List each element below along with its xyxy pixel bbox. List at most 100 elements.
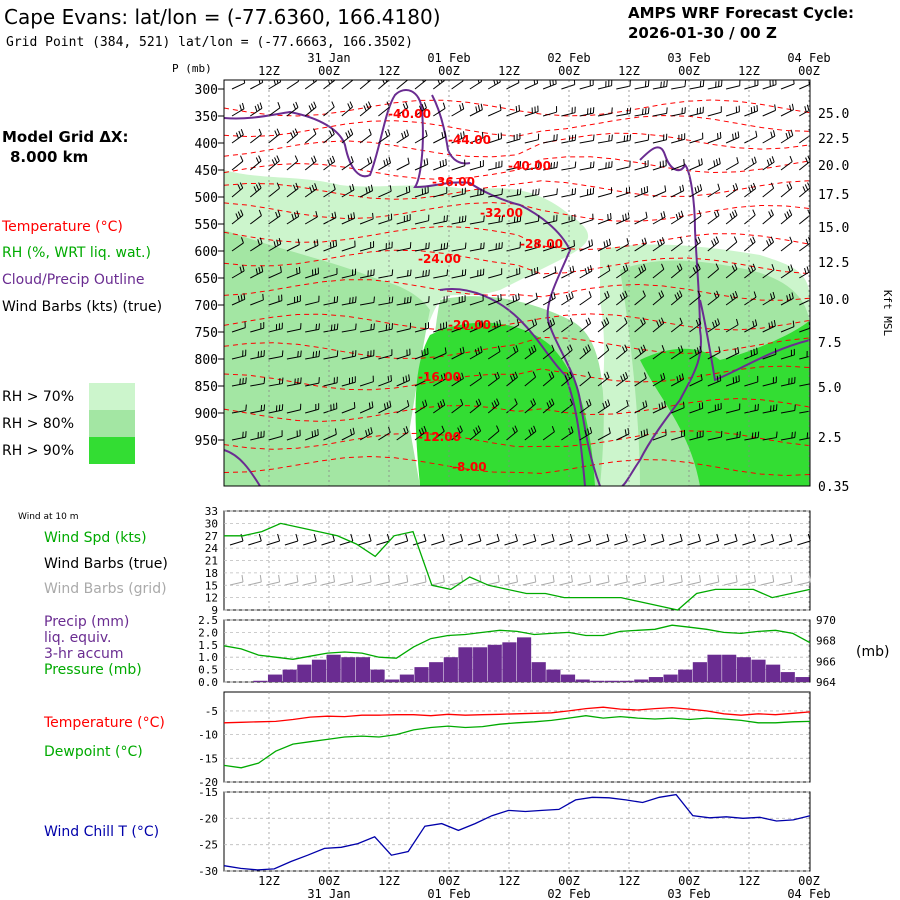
- wind-barb-staff: [652, 350, 665, 360]
- wind-barb-flag: [550, 162, 553, 169]
- wind-barb-flag: [292, 103, 297, 110]
- wind-barb-flag: [369, 156, 373, 163]
- precip-bar: [297, 664, 312, 682]
- wind-barb-staff: [341, 433, 355, 441]
- panel-y-tick: 24: [205, 542, 219, 555]
- wind-barb-flag: [611, 134, 613, 141]
- wind-barb-staff: [286, 216, 299, 225]
- wind-barb-flag: [418, 429, 422, 436]
- wind-barb-staff: [725, 241, 738, 252]
- wind-barb-staff: [725, 409, 740, 414]
- surface-barb-true-flag: [350, 533, 354, 542]
- wind-barb-flag: [329, 242, 332, 249]
- surface-barb-grid-flag: [753, 574, 756, 583]
- wind-barb-flag: [695, 238, 699, 245]
- wind-barb-staff: [744, 136, 758, 144]
- wind-barb-flag: [658, 292, 662, 299]
- wind-barb-flag: [775, 431, 778, 438]
- wind-barb-flag: [383, 403, 387, 410]
- precip-bar: [751, 659, 766, 682]
- wind-barb-flag: [345, 132, 349, 139]
- wind-barb-staff: [286, 409, 301, 414]
- wind-barb-flag: [497, 345, 501, 352]
- surface-barb-true: [742, 540, 756, 546]
- temperature-contour-label: -24.00: [418, 252, 461, 266]
- wind-barb-flag: [516, 189, 519, 196]
- top-time-tick: 00Z: [438, 64, 460, 78]
- wind-barb-staff: [780, 109, 794, 117]
- wind-barb-flag: [605, 317, 610, 324]
- wind-barb-staff: [469, 430, 481, 441]
- wind-barb-flag: [528, 429, 532, 436]
- wind-barb-staff: [323, 301, 338, 306]
- wind-barb-staff: [762, 161, 775, 171]
- wind-barb-flag: [277, 210, 281, 217]
- wind-barb-staff: [542, 297, 556, 306]
- wind-barb-flag: [245, 404, 247, 411]
- wind-barb-flag: [660, 212, 663, 219]
- wind-barb-flag: [699, 184, 703, 191]
- wind-barb-staff: [707, 436, 722, 441]
- wind-barb-flag: [677, 347, 681, 354]
- wind-barb-flag: [349, 101, 353, 108]
- wind-barb-flag: [477, 425, 482, 432]
- temperature-contour-label: -44.00: [448, 133, 491, 147]
- wind-barb-staff: [561, 84, 575, 90]
- surface-barb-true: [486, 540, 500, 546]
- wind-barb-staff: [652, 242, 665, 252]
- wind-barb-flag: [425, 373, 428, 380]
- precip-bar: [678, 669, 693, 682]
- wind-barb-flag: [713, 211, 718, 218]
- wind-barb-flag: [514, 398, 518, 405]
- wind-barb-staff: [359, 134, 372, 144]
- panel-y-tick: -20: [198, 812, 218, 825]
- wind-barb-staff: [798, 160, 810, 171]
- wind-barb-flag: [568, 428, 572, 435]
- wind-barb-flag: [603, 319, 607, 326]
- wind-barb-flag: [662, 372, 666, 379]
- wind-barb-flag: [315, 211, 318, 218]
- wind-barb-staff: [341, 217, 355, 225]
- surface-barb-true-flag: [588, 533, 592, 542]
- top-time-tick: 12Z: [618, 64, 640, 78]
- wind-barb-flag: [804, 106, 807, 113]
- wind-barb-flag: [806, 266, 810, 273]
- wind-barb-flag: [792, 320, 795, 327]
- wind-barb-flag: [279, 80, 282, 82]
- wind-barb-flag: [733, 236, 738, 243]
- wind-barb-staff: [378, 134, 391, 144]
- wind-barb-staff: [798, 214, 810, 225]
- wind-barb-flag: [463, 321, 466, 328]
- wind-barb-flag: [753, 106, 756, 113]
- wind-chill-line: [223, 793, 811, 871]
- wind-barb-flag: [702, 80, 705, 87]
- wind-barb-staff: [231, 410, 246, 414]
- wind-barb-staff: [268, 409, 283, 414]
- wind-barb-flag: [551, 398, 555, 405]
- surface-barb-grid-flag: [241, 574, 244, 583]
- wind-barb-staff: [634, 269, 647, 279]
- wind-barb-flag: [604, 292, 608, 299]
- cloud-outline: [224, 89, 810, 486]
- wind-barb-staff: [762, 241, 774, 252]
- panel-y-tick: 9: [211, 604, 218, 617]
- wind-barb-flag: [531, 320, 535, 327]
- wind-barb-staff: [414, 301, 429, 306]
- top-time-tick: 00Z: [558, 64, 580, 78]
- wind-barb-staff: [579, 84, 594, 90]
- surface-barb-true-flag: [698, 533, 701, 542]
- legend-cloud-outline: Cloud/Precip Outline: [2, 272, 145, 288]
- surface-barb-grid: [797, 581, 811, 586]
- precip-bar: [473, 647, 488, 682]
- wind-barb-staff: [451, 80, 464, 90]
- wind-barb-staff: [304, 160, 317, 171]
- wind-barb-flag: [349, 429, 353, 436]
- wind-barb-staff: [579, 219, 594, 225]
- wind-barb-staff: [561, 245, 575, 252]
- wind-barb-staff: [488, 166, 502, 171]
- wind-barb-staff: [414, 379, 428, 387]
- wind-barb-flag: [588, 240, 591, 247]
- wind-barb-flag: [478, 372, 482, 379]
- wind-barb-flag: [480, 80, 483, 82]
- wind-barb-staff: [616, 113, 631, 117]
